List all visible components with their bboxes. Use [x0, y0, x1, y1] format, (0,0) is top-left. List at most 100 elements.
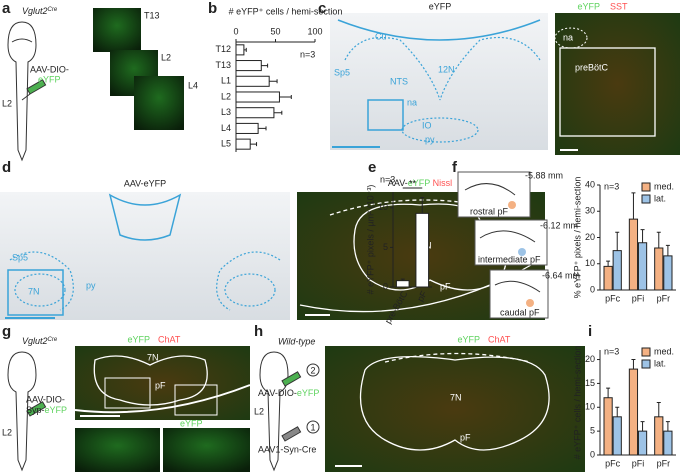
micrograph	[93, 8, 141, 52]
annotation: n=3	[604, 346, 619, 356]
x-tick-label: pFi	[632, 293, 645, 303]
y-axis-label: # eYFP⁺ pixels / µm² (10⁻³)	[365, 185, 375, 295]
bar	[628, 218, 639, 291]
x-tick-label: 50	[270, 26, 280, 36]
y-tick-label: 5	[590, 426, 595, 436]
micrograph	[325, 346, 585, 472]
error-bar	[420, 197, 425, 214]
y-tick-label: 30	[585, 206, 595, 216]
region-label: Sp5	[12, 252, 28, 262]
x-tick-label: 100	[307, 26, 322, 36]
legend-swatch	[641, 347, 651, 357]
error-bar	[640, 421, 645, 432]
x-tick-label: pFr	[657, 458, 671, 468]
syringe	[21, 79, 47, 101]
level-label: caudal pF	[500, 307, 540, 317]
error-bar	[656, 402, 661, 417]
y-tick-label: L1	[221, 76, 231, 86]
genotype: Wild-type	[278, 336, 315, 346]
step-label: 2	[310, 365, 315, 375]
bar	[654, 247, 664, 291]
panel-label: f	[452, 159, 458, 176]
bar	[235, 107, 275, 119]
x-tick-label: pFr	[657, 293, 671, 303]
x-tick-label: pFc	[605, 458, 621, 468]
error-bar	[631, 192, 636, 220]
x-tick-label: pF	[415, 289, 429, 304]
level-label: intermediate pF	[478, 254, 541, 264]
legend-label: lat.	[654, 358, 666, 368]
y-tick-label: 0	[383, 281, 388, 291]
panel-label: d	[2, 159, 11, 176]
virus-label: eYFP	[38, 74, 61, 84]
chart-title: # eYFP⁺ cells / hemi-section	[229, 6, 343, 16]
micrograph	[75, 428, 160, 472]
y-axis-label: % eYFP⁺ pixels / hemi-section	[572, 177, 582, 299]
step-label: 1	[310, 422, 315, 432]
stain-label: ChAT	[158, 334, 181, 344]
y-tick-label: L5	[221, 139, 231, 149]
error-bar	[606, 387, 611, 398]
stain-label: eYFP	[180, 418, 203, 428]
region-label: pF	[460, 432, 471, 442]
stain-label: SST	[610, 1, 628, 11]
bar	[603, 397, 613, 456]
virus-text: AAV-DIO-	[258, 388, 297, 398]
error-bar	[640, 229, 645, 243]
mouse-schematic	[7, 21, 37, 162]
genotype-text: Vglut2	[22, 6, 48, 16]
annotation: n=3	[380, 174, 395, 184]
level-label: L2	[2, 427, 12, 437]
y-tick-label: T13	[215, 60, 231, 70]
genotype-text: Vglut2	[22, 336, 48, 346]
annotation: n=3	[604, 181, 619, 191]
micrograph	[330, 13, 548, 150]
error-bar	[250, 142, 258, 147]
error-bar	[665, 421, 670, 432]
region-label: py	[86, 280, 96, 290]
bar	[235, 60, 262, 72]
level-label: L2	[254, 406, 264, 416]
genotype: Vglut2Cre	[22, 6, 58, 16]
bar	[235, 91, 280, 103]
section-label: L2	[161, 52, 171, 62]
image-title: AAV-eYFP	[124, 178, 166, 188]
panel-label: c	[318, 0, 326, 17]
bar	[663, 430, 673, 456]
image-title: eYFP	[429, 1, 452, 11]
outline	[5, 193, 281, 319]
stain-text: Nissl	[433, 178, 453, 188]
error-bar	[606, 260, 611, 267]
virus-label: AAV-DIO-eYFP	[258, 388, 319, 398]
x-tick-label: pFc	[605, 293, 621, 303]
bar	[235, 75, 270, 87]
panel-label: h	[254, 323, 263, 340]
y-tick-label: L2	[221, 91, 231, 101]
y-tick-label: 10	[378, 202, 388, 212]
bar	[235, 122, 259, 134]
y-tick-label: 20	[585, 232, 595, 242]
error-bar	[400, 278, 405, 281]
panel-label: b	[208, 0, 217, 17]
y-tick-label: 5	[383, 242, 388, 252]
error-bar	[243, 47, 247, 52]
stain-label: AAV-eYFP Nissl	[388, 178, 452, 188]
error-bar	[665, 244, 670, 256]
error-bar	[273, 110, 283, 115]
error-bar	[615, 406, 620, 417]
stain-label: eYFP	[457, 334, 480, 344]
bar	[235, 44, 245, 56]
micrograph	[163, 428, 250, 472]
virus-label: Syp-eYFP	[26, 405, 67, 415]
virus-label: AAV-DIO-	[30, 64, 69, 74]
legend-label: lat.	[654, 193, 666, 203]
region-label: 12N	[438, 64, 455, 74]
genotype-sup: Cre	[48, 337, 58, 343]
virus-label: AAV1-Syn-Cre	[258, 444, 316, 454]
bar	[612, 250, 622, 291]
region-label: preBötC	[575, 62, 609, 72]
outline	[332, 19, 541, 148]
mouse-schematic	[7, 351, 47, 472]
legend-swatch	[641, 182, 651, 192]
